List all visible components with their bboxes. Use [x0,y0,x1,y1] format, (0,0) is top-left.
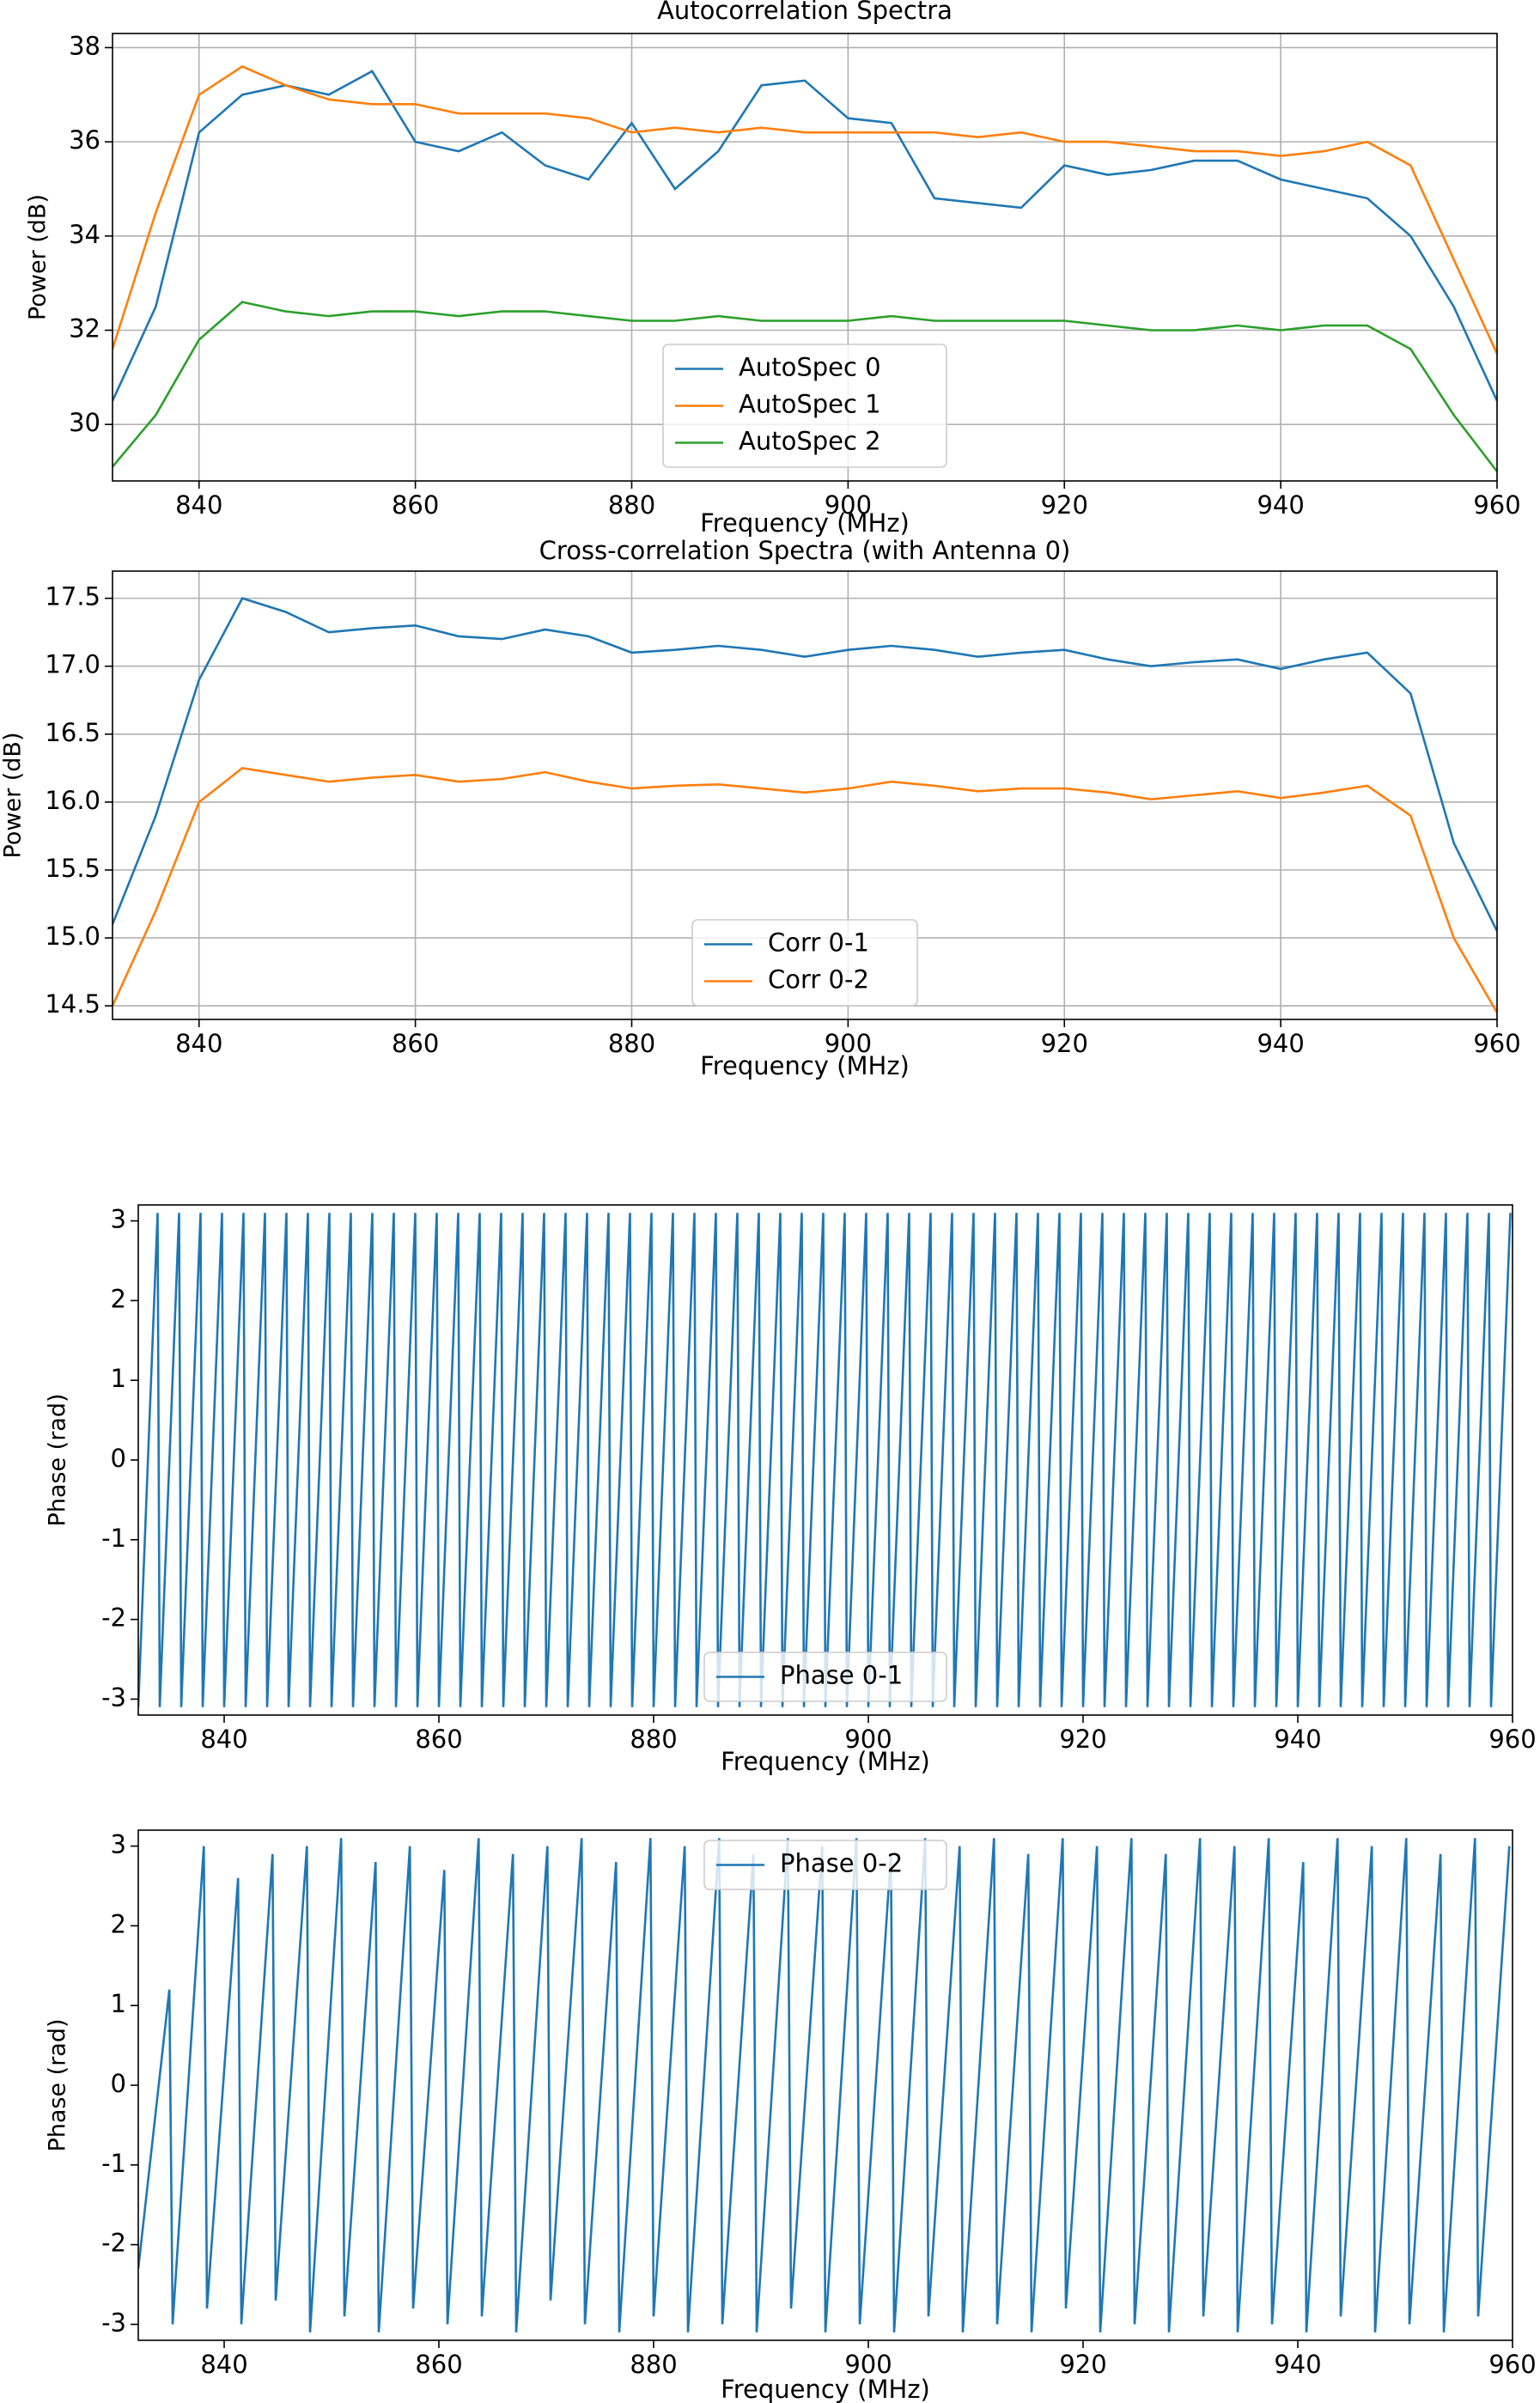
y-tick-label: 3 [111,1205,126,1234]
x-axis-label: Frequency (MHz) [721,1747,930,1776]
x-axis-label: Frequency (MHz) [700,1051,910,1080]
x-tick-label: 880 [630,2350,677,2379]
legend-label: Corr 0-1 [768,928,869,958]
x-tick-label: 960 [1488,1725,1536,1754]
y-tick-label: -2 [101,1603,126,1633]
plot-frame [137,1829,1513,2341]
x-tick-label: 940 [1274,1725,1321,1754]
x-tick-label: 920 [1059,1725,1106,1754]
x-tick-label: 920 [1041,490,1088,520]
data-line [138,1838,1511,2333]
legend-label: AutoSpec 2 [739,427,881,456]
y-tick-label: -3 [101,2308,126,2337]
x-tick-label: 860 [392,490,439,520]
y-tick-label: 2 [111,1909,126,1938]
legend-label: Corr 0-2 [768,965,869,995]
legend-box [703,1652,947,1702]
y-axis-label: Phase (rad) [45,2018,71,2151]
x-tick-label: 880 [630,1725,677,1754]
y-tick-label: 38 [69,31,100,60]
y-tick-label: 32 [69,314,100,344]
plot-frame [112,33,1498,482]
y-axis-label: Power (dB) [25,194,52,320]
plot-frame [112,570,1498,1020]
y-tick-label: 0 [111,2069,126,2098]
data-line [113,64,1497,355]
y-axis-label: Power (dB) [0,733,27,859]
x-axis-label: Frequency (MHz) [700,508,910,538]
x-tick-label: 840 [200,2350,247,2379]
data-line [113,70,1497,402]
legend-box [703,1840,947,1890]
x-tick-label: 940 [1257,490,1304,520]
y-tick-label: 3 [111,1830,126,1859]
x-tick-label: 900 [844,1725,892,1754]
x-tick-label: 860 [415,1725,462,1754]
legend-box [691,919,918,1007]
legend-label: AutoSpec 1 [739,390,881,419]
x-tick-label: 920 [1059,2350,1106,2379]
x-tick-label: 940 [1274,2350,1321,2379]
data-line [113,597,1497,932]
legend-label: Phase 0-1 [780,1661,903,1690]
x-tick-label: 900 [825,490,872,520]
y-tick-label: 15.0 [45,922,100,951]
y-tick-label: 16.0 [45,786,100,815]
y-axis-label: Phase (rad) [45,1393,71,1526]
legend-box [662,344,947,468]
legend-label: Phase 0-2 [780,1849,903,1878]
data-line [138,1213,1512,1707]
x-tick-label: 900 [825,1029,872,1058]
y-tick-label: 30 [69,408,100,437]
y-tick-label: -1 [101,1524,126,1553]
x-tick-label: 840 [200,1725,247,1754]
data-line [113,301,1497,472]
x-tick-label: 840 [175,490,222,520]
y-tick-label: 36 [69,125,100,155]
y-tick-label: 17.0 [45,650,100,679]
x-tick-label: 960 [1488,2350,1536,2379]
x-tick-label: 920 [1041,1029,1088,1058]
x-tick-label: 880 [608,490,655,520]
x-tick-label: 840 [175,1029,222,1058]
y-tick-label: -2 [101,2229,126,2258]
y-tick-label: 15.5 [45,854,100,883]
legend-label: AutoSpec 0 [739,353,881,382]
y-tick-label: 1 [111,1364,126,1393]
y-tick-label: 16.5 [45,718,100,747]
x-tick-label: 900 [844,2350,892,2379]
y-tick-label: 1 [111,1989,126,2018]
x-tick-label: 960 [1473,1029,1520,1058]
y-tick-label: 14.5 [45,989,100,1019]
y-tick-label: 34 [69,220,100,249]
x-tick-label: 880 [608,1029,655,1058]
y-tick-label: 17.5 [45,582,100,611]
x-axis-label: Frequency (MHz) [721,2375,930,2403]
x-tick-label: 860 [392,1029,439,1058]
x-tick-label: 860 [415,2350,462,2379]
x-tick-label: 940 [1257,1029,1304,1058]
data-line [113,767,1497,1013]
y-tick-label: -1 [101,2149,126,2178]
chart-title: Autocorrelation Spectra [657,0,953,25]
y-tick-label: 0 [111,1444,126,1473]
plot-frame [137,1204,1513,1716]
chart-title: Cross-correlation Spectra (with Antenna … [539,536,1071,565]
x-tick-label: 960 [1473,490,1520,520]
y-tick-label: -3 [101,1682,126,1712]
y-tick-label: 2 [111,1284,126,1313]
